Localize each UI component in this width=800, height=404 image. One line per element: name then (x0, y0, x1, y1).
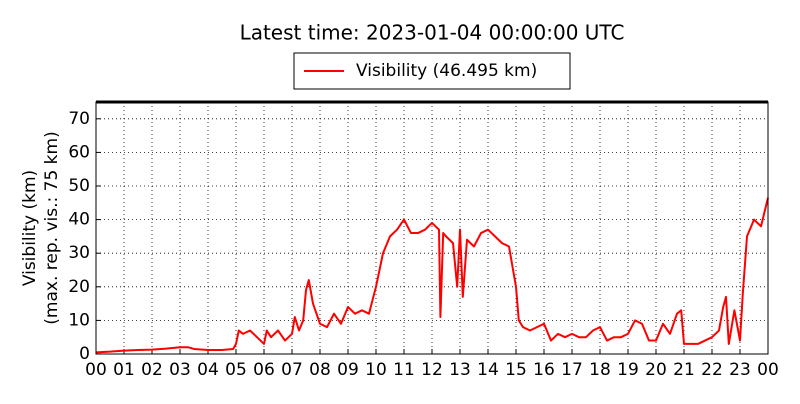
y-tick-label: 60 (68, 142, 90, 162)
x-tick-label: 14 (477, 360, 499, 380)
x-tick-label: 09 (337, 360, 359, 380)
x-tick-label: 05 (225, 360, 247, 380)
y-axis-label: (max. rep. vis.: 75 km) (42, 131, 62, 324)
x-tick-label: 00 (85, 360, 107, 380)
x-tick-label: 03 (169, 360, 191, 380)
x-tick-label: 06 (253, 360, 275, 380)
x-tick-label: 20 (645, 360, 667, 380)
x-tick-label: 10 (365, 360, 387, 380)
x-tick-label: 23 (729, 360, 751, 380)
x-tick-label: 18 (589, 360, 611, 380)
y-tick-label: 10 (68, 310, 90, 330)
data-line (95, 197, 769, 354)
x-tick-label: 00 (757, 360, 779, 380)
x-tick-label: 11 (393, 360, 415, 380)
x-tick-label: 21 (673, 360, 695, 380)
x-tick-label: 07 (281, 360, 303, 380)
y-tick-label: 70 (68, 109, 90, 129)
y-tick-label: 0 (79, 344, 90, 364)
y-tick-label: 40 (68, 210, 90, 230)
x-tick-label: 22 (701, 360, 723, 380)
y-tick-label: 20 (68, 277, 90, 297)
x-tick-label: 08 (309, 360, 331, 380)
y-axis-label: Visibility (km) (20, 170, 40, 286)
x-tick-label: 15 (505, 360, 527, 380)
legend-label: Visibility (46.495 km) (356, 61, 537, 81)
x-tick-label: 02 (141, 360, 163, 380)
x-tick-label: 13 (449, 360, 471, 380)
x-tick-label: 01 (113, 360, 135, 380)
y-tick-label: 50 (68, 176, 90, 196)
x-tick-label: 19 (617, 360, 639, 380)
x-tick-label: 17 (561, 360, 583, 380)
y-tick-label: 30 (68, 243, 90, 263)
x-tick-label: 16 (533, 360, 555, 380)
x-tick-label: 04 (197, 360, 219, 380)
chart-title: Latest time: 2023-01-04 00:00:00 UTC (240, 21, 625, 45)
x-tick-label: 12 (421, 360, 443, 380)
